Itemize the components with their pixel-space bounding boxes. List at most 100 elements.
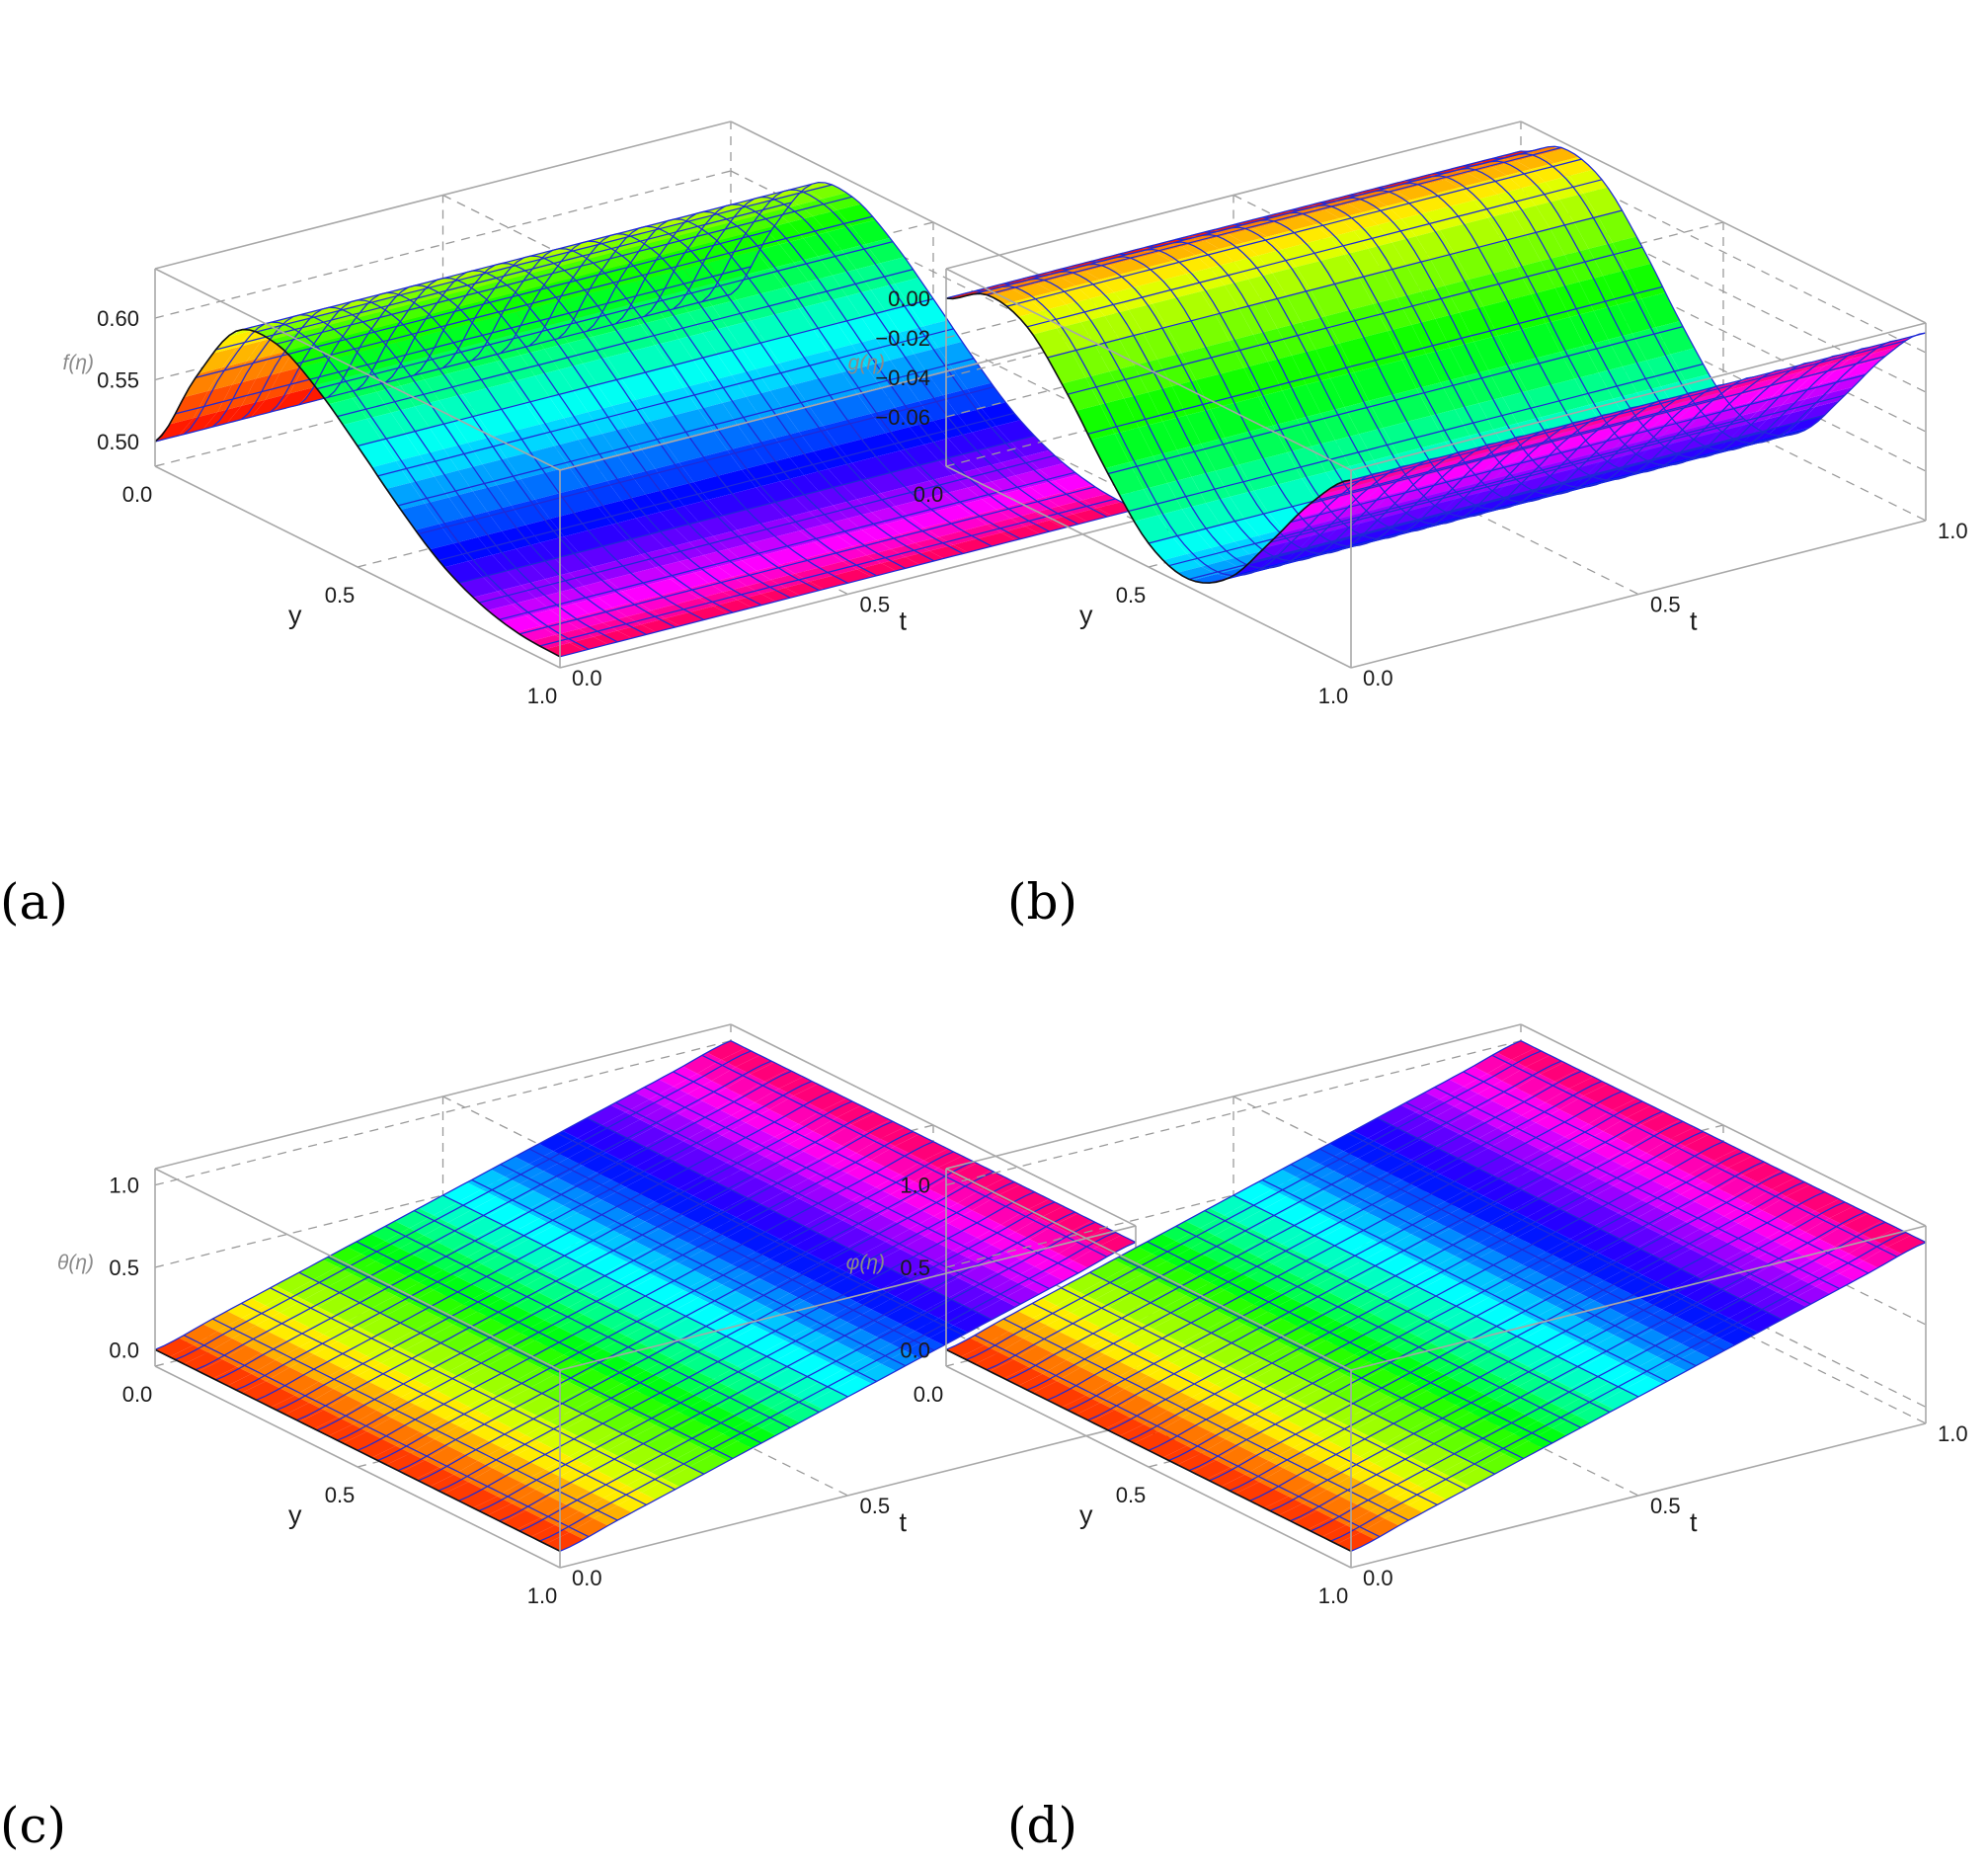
surface-patch — [732, 1401, 771, 1421]
surface-patch — [1219, 242, 1258, 262]
surface-patch — [573, 1247, 612, 1267]
surface-patch — [1439, 1087, 1478, 1107]
surface-patch — [1220, 1324, 1259, 1344]
surface-patch — [429, 1250, 468, 1270]
surface-patch — [1752, 413, 1791, 434]
surface-patch — [967, 382, 1006, 409]
surface-patch — [516, 1292, 554, 1314]
surface-patch — [1695, 1263, 1734, 1284]
surface-patch — [630, 1275, 670, 1296]
surface-patch — [593, 1355, 632, 1377]
surface-patch — [1372, 192, 1411, 206]
surface-patch — [1211, 541, 1249, 561]
surface-patch — [1432, 1479, 1471, 1500]
surface-patch — [593, 1505, 632, 1526]
surface-patch — [1459, 1195, 1498, 1216]
surface-patch — [410, 354, 449, 380]
surface-patch — [1355, 526, 1393, 544]
surface-patch — [640, 442, 679, 469]
surface-patch — [1190, 1235, 1230, 1256]
surface-patch — [1061, 1320, 1100, 1340]
surface-patch — [689, 1453, 728, 1475]
surface-patch — [1378, 218, 1416, 243]
surface-patch — [1114, 427, 1153, 462]
surface-patch — [491, 1156, 529, 1177]
surface-patch — [664, 1168, 703, 1189]
surface-patch — [529, 323, 569, 350]
box-front-edges — [945, 121, 1927, 669]
surface-patch — [977, 462, 1016, 482]
surface-patch — [1267, 230, 1307, 250]
surface-patch — [535, 493, 574, 520]
grid-line — [1520, 269, 1927, 472]
surface-patch — [1426, 507, 1466, 526]
surface-patch — [674, 1223, 713, 1244]
mesh-line — [1350, 1242, 1927, 1552]
surface-patch — [1584, 339, 1623, 373]
surface-patch — [545, 1456, 584, 1477]
surface-patch — [588, 406, 627, 435]
surface-patch — [1229, 334, 1268, 368]
surface-patch — [660, 1439, 699, 1460]
surface-patch — [923, 1149, 963, 1169]
surface-patch — [851, 1261, 891, 1282]
surface-patch — [1094, 1286, 1134, 1308]
surface-patch — [1612, 236, 1651, 270]
surface-patch — [1493, 1312, 1533, 1333]
surface-patch — [669, 1195, 708, 1216]
mesh-line — [1290, 1211, 1866, 1522]
surface-patch — [765, 1293, 805, 1314]
surface-patch — [371, 460, 411, 489]
surface-patch — [545, 572, 584, 593]
surface-patch — [1166, 1248, 1206, 1268]
surface-patch — [1059, 1239, 1098, 1261]
surface-patch — [1604, 420, 1643, 440]
box-edge — [945, 121, 1522, 270]
surface-patch — [385, 1228, 425, 1249]
surface-patch — [577, 1125, 616, 1146]
surface-patch — [563, 293, 602, 318]
surface-patch — [1786, 415, 1825, 434]
surface-patch — [841, 244, 881, 270]
surface-patch — [617, 624, 657, 639]
surface-patch — [1502, 234, 1542, 268]
surface-patch — [1334, 278, 1374, 310]
surface-patch — [414, 1242, 453, 1263]
surface-patch — [1316, 493, 1356, 514]
surface-patch — [1186, 1282, 1225, 1303]
surface-patch — [1700, 1290, 1739, 1311]
mesh-line — [528, 233, 935, 562]
mesh-line — [499, 471, 1075, 620]
surface-patch — [405, 1412, 444, 1432]
surface-patch — [918, 1195, 958, 1217]
surface-patch — [1196, 373, 1234, 410]
surface-patch — [1580, 1280, 1619, 1301]
surface-patch — [784, 1328, 824, 1348]
surface-patch — [601, 1261, 641, 1282]
surface-patch — [1691, 1311, 1729, 1332]
surface-patch — [928, 1175, 968, 1196]
surface-patch — [1844, 1213, 1883, 1233]
surface-patch — [1497, 1115, 1537, 1136]
surface-patch — [1272, 1251, 1312, 1272]
surface-patch — [1503, 466, 1543, 487]
surface-patch — [1373, 1227, 1412, 1248]
surface-patch — [1637, 1234, 1676, 1256]
surface-patch — [660, 506, 699, 528]
surface-patch — [279, 1374, 319, 1396]
surface-patch — [385, 1302, 425, 1324]
surface-patch — [900, 1311, 939, 1332]
surface-patch — [1473, 1202, 1513, 1223]
surface-patch — [491, 1305, 530, 1327]
surface-patch — [525, 1421, 565, 1442]
surface-patch — [520, 349, 559, 376]
surface-patch — [1575, 1328, 1615, 1348]
surface-patch — [943, 487, 983, 506]
surface-patch — [957, 408, 996, 433]
surface-patch — [692, 1182, 732, 1203]
surface-patch — [615, 1193, 655, 1215]
surface-patch — [789, 451, 829, 476]
surface-patch — [723, 1420, 761, 1441]
surface-patch — [1090, 1334, 1129, 1354]
surface-patch — [487, 1352, 525, 1374]
